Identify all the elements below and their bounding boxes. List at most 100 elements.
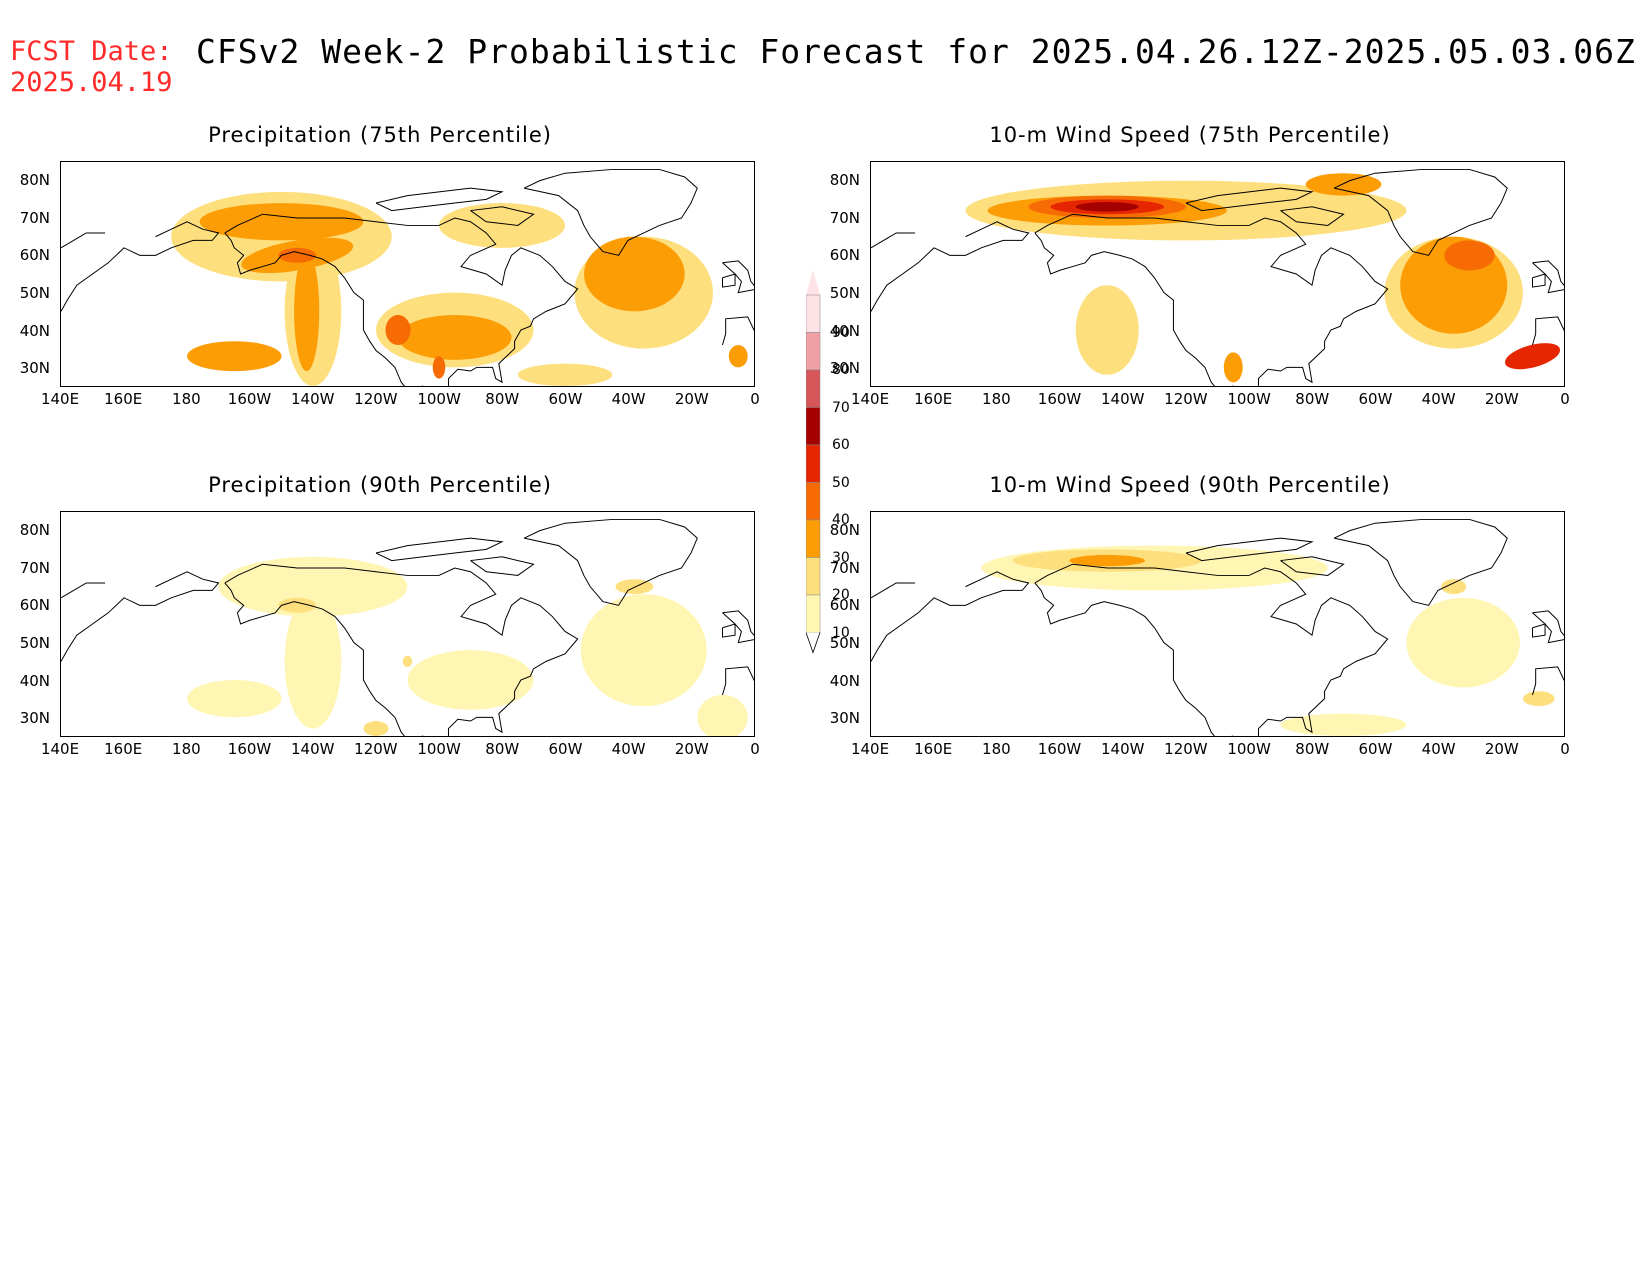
coastline <box>1280 206 1345 226</box>
fcst-date-value: 2025.04.19 <box>10 67 173 98</box>
colorbar-label: 70 <box>832 399 850 416</box>
coastline <box>224 232 424 386</box>
lon-tick-label: 160E <box>104 390 143 408</box>
lon-tick-label: 60W <box>548 390 583 408</box>
coastline <box>1034 232 1234 386</box>
coastline <box>721 273 736 288</box>
lon-tick-label: 160E <box>914 740 953 758</box>
colorbar-label: 40 <box>832 512 850 528</box>
colorbar-swatch <box>805 369 821 408</box>
lon-tick-label: 80W <box>1295 390 1330 408</box>
coastline <box>523 168 698 256</box>
colorbar-label: 60 <box>832 437 850 453</box>
fcst-date-label: FCST Date: <box>10 36 173 67</box>
map-frame <box>60 511 755 737</box>
lat-tick-label: 30N <box>829 709 860 728</box>
colorbar-label: 20 <box>832 587 850 603</box>
lat-tick-label: 60N <box>19 596 50 615</box>
lon-tick-label: 20W <box>1484 740 1519 758</box>
lon-tick-label: 0 <box>1560 390 1570 408</box>
lat-tick-label: 40N <box>19 321 50 340</box>
coastline <box>1532 666 1564 696</box>
lon-tick-label: 80W <box>485 740 520 758</box>
colorbar-swatch <box>805 444 821 483</box>
probability-contour <box>398 315 512 360</box>
lon-tick-label: 140E <box>40 740 80 758</box>
coastline <box>1280 556 1345 576</box>
coastline <box>375 537 504 562</box>
lon-tick-label: 20W <box>674 390 709 408</box>
probability-contour <box>278 247 317 263</box>
lon-tick-label: 140W <box>1100 740 1145 758</box>
coastline <box>722 316 754 346</box>
probability-map <box>871 168 1564 386</box>
probability-contour <box>697 694 748 736</box>
coastline <box>1531 623 1546 638</box>
panel-title: Precipitation (75th Percentile) <box>208 123 552 147</box>
coastline <box>1532 610 1564 644</box>
coastline <box>470 556 535 576</box>
coastline <box>1532 316 1564 346</box>
lon-tick-label: 140W <box>290 740 335 758</box>
coastline <box>1531 273 1546 288</box>
probability-contour <box>363 721 389 736</box>
probability-contour <box>439 203 566 248</box>
probability-contour <box>583 236 685 312</box>
lat-tick-label: 80N <box>19 170 50 189</box>
probability-contour <box>199 203 364 241</box>
lon-tick-label: 20W <box>1484 390 1519 408</box>
lon-tick-label: 160W <box>1037 390 1082 408</box>
probability-map <box>61 518 754 736</box>
lat-tick-label: 60N <box>829 596 860 615</box>
lon-tick-label: 60W <box>1358 740 1393 758</box>
panel-title: 10-m Wind Speed (75th Percentile) <box>989 123 1391 147</box>
probability-contour <box>728 344 748 368</box>
main-title: CFSv2 Week-2 Probabilistic Forecast for … <box>196 32 1636 71</box>
lon-tick-label: 160E <box>914 390 953 408</box>
probability-contour <box>1504 343 1560 370</box>
colorbar-swatch <box>805 482 821 521</box>
coastline <box>224 563 579 736</box>
lat-tick-label: 60N <box>829 246 860 265</box>
probability-contour <box>402 655 413 668</box>
probability-contour <box>1444 240 1495 271</box>
colorbar-label: 90 <box>832 324 850 341</box>
lon-tick-label: 40W <box>1421 390 1456 408</box>
lat-tick-label: 80N <box>829 520 860 539</box>
lon-tick-label: 100W <box>1227 390 1271 408</box>
coastline <box>523 518 698 606</box>
coastline <box>1034 563 1389 736</box>
probability-contour <box>1223 352 1243 383</box>
colorbar-scale <box>805 270 821 654</box>
lon-tick-label: 60W <box>1358 390 1393 408</box>
coastline <box>871 571 1030 662</box>
lat-tick-label: 80N <box>829 170 860 189</box>
coastline <box>375 187 504 212</box>
lon-tick-label: 160E <box>104 740 143 758</box>
colorbar-swatch <box>805 594 821 633</box>
lat-tick-label: 70N <box>829 208 860 227</box>
probability-contour <box>432 356 446 379</box>
coastline <box>722 260 754 294</box>
coastline <box>722 610 754 644</box>
coastline <box>1333 518 1508 606</box>
lat-tick-label: 70N <box>829 558 860 577</box>
coastline <box>224 213 579 386</box>
lat-tick-label: 50N <box>829 633 860 652</box>
colorbar-swatch <box>805 557 821 596</box>
map-frame <box>60 161 755 387</box>
lat-tick-label: 60N <box>19 246 50 265</box>
probability-contour <box>278 597 317 613</box>
lat-tick-label: 50N <box>829 283 860 302</box>
lon-tick-label: 100W <box>417 740 461 758</box>
coastline <box>224 582 424 736</box>
lon-tick-label: 120W <box>1164 740 1208 758</box>
lon-tick-label: 40W <box>611 390 646 408</box>
probability-contour <box>1069 554 1146 567</box>
lon-tick-label: 100W <box>1227 740 1271 758</box>
lon-tick-label: 120W <box>354 390 398 408</box>
panel-precip-75: Precipitation (75th Percentile) 80N 70N 60… <box>0 120 760 420</box>
colorbar-swatch <box>805 332 821 371</box>
map-frame <box>870 161 1565 387</box>
map-frame <box>870 511 1565 737</box>
